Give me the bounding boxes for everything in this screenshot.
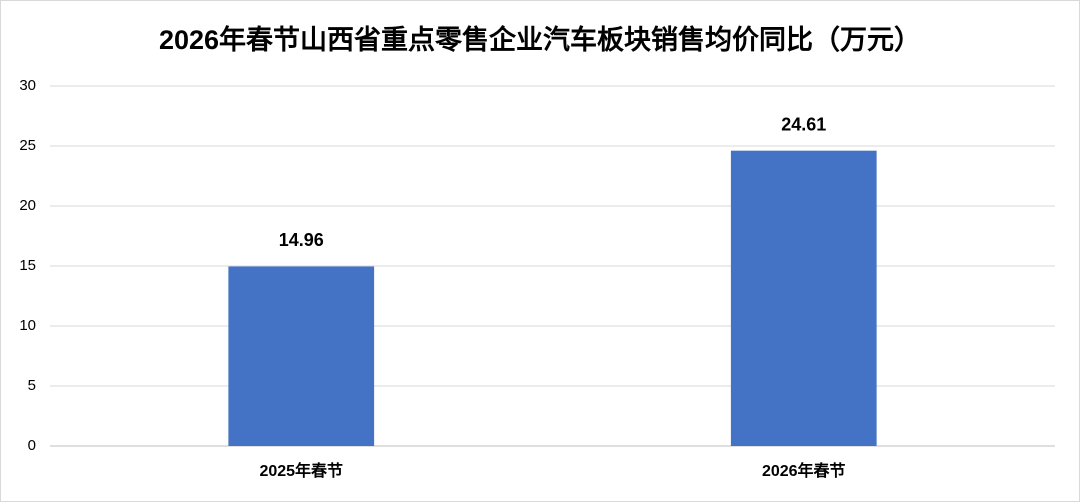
y-tick-label: 30 bbox=[19, 77, 36, 94]
y-tick-label: 20 bbox=[19, 197, 36, 214]
y-tick-label: 15 bbox=[19, 257, 36, 274]
y-tick-label: 25 bbox=[19, 137, 36, 154]
chart-title: 2026年春节山西省重点零售企业汽车板块销售均价同比（万元） bbox=[159, 24, 921, 55]
data-label: 14.96 bbox=[279, 230, 324, 250]
bar bbox=[730, 150, 877, 446]
x-tick-label: 2025年春节 bbox=[259, 461, 343, 480]
y-tick-label: 0 bbox=[28, 437, 36, 454]
data-label: 24.61 bbox=[781, 114, 826, 134]
bar bbox=[228, 266, 375, 446]
y-tick-label: 5 bbox=[28, 377, 36, 394]
x-tick-label: 2026年春节 bbox=[762, 461, 846, 480]
y-tick-label: 10 bbox=[19, 317, 36, 334]
